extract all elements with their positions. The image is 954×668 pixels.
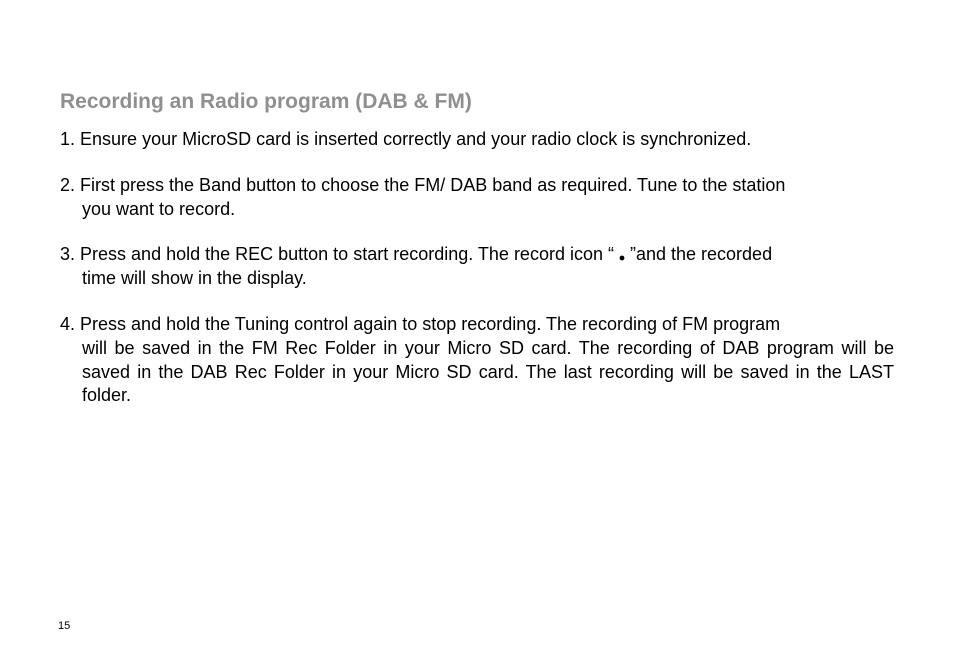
- document-page: Recording an Radio program (DAB & FM) 1.…: [0, 0, 954, 668]
- step-number: 1.: [60, 129, 75, 149]
- step-text-rest: will be saved in the FM Rec Folder in yo…: [60, 337, 894, 408]
- page-number: 15: [58, 620, 70, 632]
- step-3: 3. Press and hold the REC button to star…: [60, 243, 894, 291]
- step-text-first-a: Press and hold the REC button to start r…: [80, 244, 619, 264]
- instruction-list: 1. Ensure your MicroSD card is inserted …: [60, 128, 894, 408]
- step-text-first: Press and hold the Tuning control again …: [80, 314, 780, 334]
- step-text-first: First press the Band button to choose th…: [80, 175, 785, 195]
- step-text-rest: time will show in the display.: [60, 267, 894, 291]
- step-2: 2. First press the Band button to choose…: [60, 174, 894, 222]
- step-number: 3.: [60, 244, 75, 264]
- step-4: 4. Press and hold the Tuning control aga…: [60, 313, 894, 408]
- step-text: Ensure your MicroSD card is inserted cor…: [80, 129, 751, 149]
- step-number: 2.: [60, 175, 75, 195]
- section-heading: Recording an Radio program (DAB & FM): [60, 90, 894, 114]
- step-text-first-b: ”and the recorded: [625, 244, 772, 264]
- step-1: 1. Ensure your MicroSD card is inserted …: [60, 128, 894, 152]
- step-text-rest: you want to record.: [60, 198, 894, 222]
- step-number: 4.: [60, 314, 75, 334]
